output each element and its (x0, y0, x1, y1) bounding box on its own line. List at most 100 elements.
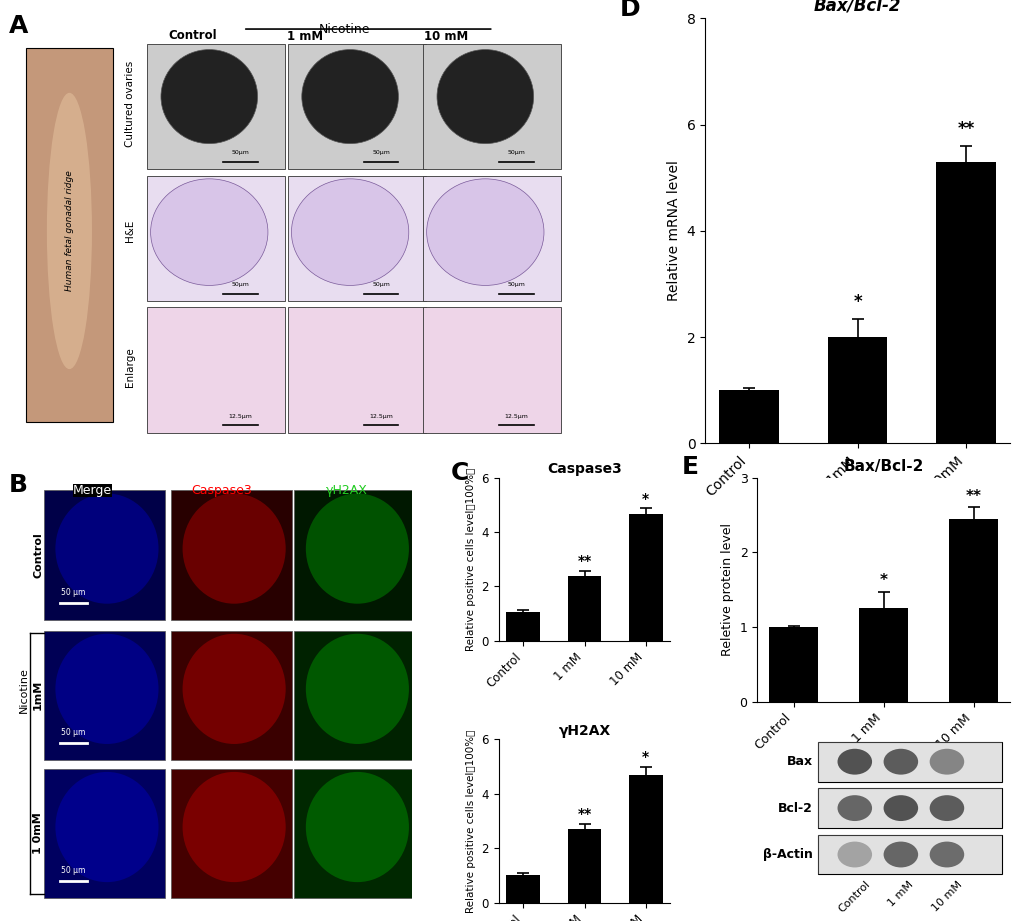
Ellipse shape (151, 179, 268, 286)
Ellipse shape (837, 842, 871, 868)
Text: Bcl-2: Bcl-2 (777, 801, 812, 814)
Y-axis label: Relative mRNA level: Relative mRNA level (666, 160, 681, 301)
Title: Bax/Bcl-2: Bax/Bcl-2 (813, 0, 901, 14)
Ellipse shape (837, 749, 871, 775)
Bar (817, 788, 1002, 828)
FancyBboxPatch shape (44, 490, 165, 620)
Bar (826, 337, 887, 444)
Ellipse shape (882, 795, 917, 821)
FancyBboxPatch shape (44, 631, 165, 760)
Text: 12.5μm: 12.5μm (504, 414, 528, 419)
Title: Caspase3: Caspase3 (546, 462, 622, 476)
Bar (768, 627, 817, 702)
Text: 10 mM: 10 mM (929, 880, 963, 914)
Ellipse shape (436, 50, 533, 144)
FancyBboxPatch shape (147, 44, 285, 169)
Bar (629, 514, 662, 641)
Ellipse shape (882, 842, 917, 868)
Text: *: * (852, 293, 861, 310)
FancyBboxPatch shape (171, 490, 292, 620)
FancyBboxPatch shape (287, 308, 426, 433)
Bar (935, 162, 995, 444)
Text: 12.5μm: 12.5μm (228, 414, 252, 419)
Text: 50μm: 50μm (231, 150, 249, 156)
FancyBboxPatch shape (423, 308, 560, 433)
Text: **: ** (965, 489, 980, 504)
FancyBboxPatch shape (423, 44, 560, 169)
Text: 10 mM: 10 mM (423, 30, 468, 43)
Ellipse shape (182, 494, 285, 603)
Bar (629, 775, 662, 903)
FancyBboxPatch shape (44, 769, 165, 898)
Text: C: C (450, 461, 469, 485)
Text: **: ** (957, 120, 974, 138)
Bar (506, 612, 540, 641)
Text: *: * (642, 751, 649, 764)
FancyBboxPatch shape (171, 769, 292, 898)
Text: 50μm: 50μm (372, 150, 389, 156)
Ellipse shape (306, 494, 409, 603)
FancyBboxPatch shape (423, 176, 560, 301)
Title: Bax/Bcl-2: Bax/Bcl-2 (843, 459, 923, 473)
FancyBboxPatch shape (26, 48, 113, 422)
Ellipse shape (55, 772, 158, 882)
Text: Human fetal gonadal ridge: Human fetal gonadal ridge (65, 170, 73, 291)
Text: 1 mM: 1 mM (886, 880, 914, 908)
Text: 50μm: 50μm (506, 150, 525, 156)
Text: Caspase3: Caspase3 (192, 484, 252, 496)
Ellipse shape (928, 842, 963, 868)
Ellipse shape (55, 634, 158, 744)
Text: Cultured ovaries: Cultured ovaries (125, 60, 136, 146)
Ellipse shape (928, 749, 963, 775)
Text: **: ** (577, 554, 591, 568)
FancyBboxPatch shape (171, 631, 292, 760)
Ellipse shape (161, 50, 258, 144)
Text: Bax: Bax (786, 755, 812, 768)
Text: 50 μm: 50 μm (61, 588, 86, 597)
Text: B: B (8, 473, 28, 497)
Text: Nicotine: Nicotine (318, 23, 370, 36)
Bar (568, 576, 601, 641)
Bar (948, 519, 998, 702)
Bar (718, 391, 779, 444)
Text: γH2AX: γH2AX (326, 484, 368, 496)
Text: **: ** (577, 808, 591, 822)
Text: D: D (620, 0, 640, 21)
Ellipse shape (291, 179, 409, 286)
Text: 50 μm: 50 μm (61, 728, 86, 737)
Text: 1 mM: 1 mM (286, 30, 323, 43)
Text: 50 μm: 50 μm (61, 866, 86, 875)
Text: E: E (681, 455, 698, 479)
Ellipse shape (306, 772, 409, 882)
FancyBboxPatch shape (294, 631, 415, 760)
Text: β-Actin: β-Actin (762, 848, 812, 861)
Y-axis label: Relative positive cells level（100%）: Relative positive cells level（100%） (466, 468, 476, 651)
Ellipse shape (837, 795, 871, 821)
Text: A: A (9, 14, 29, 38)
FancyBboxPatch shape (147, 176, 285, 301)
Ellipse shape (55, 494, 158, 603)
Text: H&E: H&E (125, 220, 136, 242)
Text: Control: Control (168, 29, 216, 42)
Ellipse shape (882, 749, 917, 775)
Ellipse shape (182, 634, 285, 744)
FancyBboxPatch shape (294, 490, 415, 620)
Bar (568, 829, 601, 903)
Text: *: * (642, 492, 649, 506)
FancyBboxPatch shape (287, 176, 426, 301)
FancyBboxPatch shape (147, 308, 285, 433)
Text: 12.5μm: 12.5μm (369, 414, 392, 419)
FancyBboxPatch shape (287, 44, 426, 169)
Ellipse shape (302, 50, 398, 144)
Text: Enlarge: Enlarge (125, 347, 136, 387)
Text: 1 0mM: 1 0mM (33, 812, 43, 855)
Y-axis label: Relative positive cells level（100%）: Relative positive cells level（100%） (466, 729, 476, 913)
Text: 50μm: 50μm (231, 282, 249, 287)
Text: 50μm: 50μm (372, 282, 389, 287)
Text: Control: Control (837, 880, 871, 915)
Ellipse shape (47, 93, 92, 369)
Text: *: * (878, 573, 887, 589)
Ellipse shape (306, 634, 409, 744)
Bar (858, 608, 908, 702)
Bar (817, 834, 1002, 874)
